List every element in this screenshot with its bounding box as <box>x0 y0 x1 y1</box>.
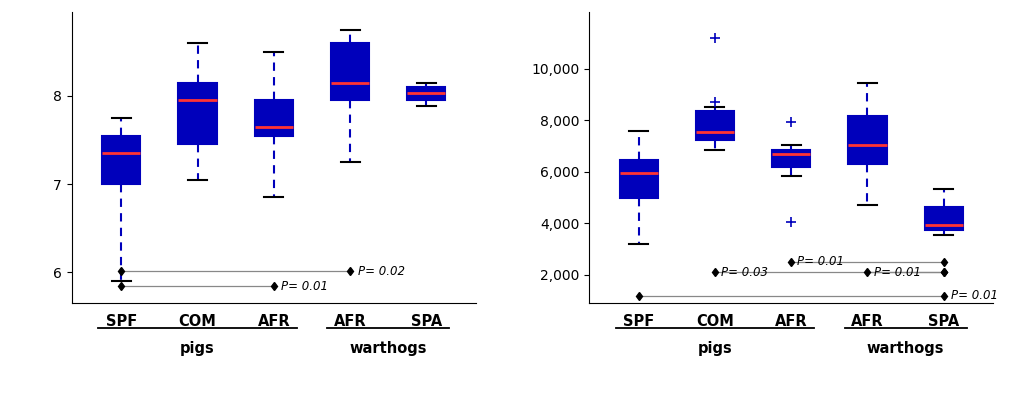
PathPatch shape <box>408 87 445 100</box>
PathPatch shape <box>696 111 734 140</box>
PathPatch shape <box>925 207 963 230</box>
Text: P= 0.03: P= 0.03 <box>721 266 768 279</box>
PathPatch shape <box>102 136 140 184</box>
Text: pigs: pigs <box>697 341 732 356</box>
PathPatch shape <box>178 83 217 144</box>
Text: P= 0.01: P= 0.01 <box>951 289 998 302</box>
Text: warthogs: warthogs <box>349 341 427 356</box>
Text: P= 0.02: P= 0.02 <box>357 265 404 278</box>
Text: P= 0.01: P= 0.01 <box>798 255 844 269</box>
PathPatch shape <box>255 100 293 136</box>
PathPatch shape <box>331 43 369 100</box>
Text: P= 0.01: P= 0.01 <box>873 266 921 279</box>
PathPatch shape <box>848 117 887 164</box>
PathPatch shape <box>620 160 657 198</box>
Text: pigs: pigs <box>180 341 215 356</box>
PathPatch shape <box>772 150 810 167</box>
Text: P= 0.01: P= 0.01 <box>282 280 329 293</box>
Text: warthogs: warthogs <box>867 341 944 356</box>
